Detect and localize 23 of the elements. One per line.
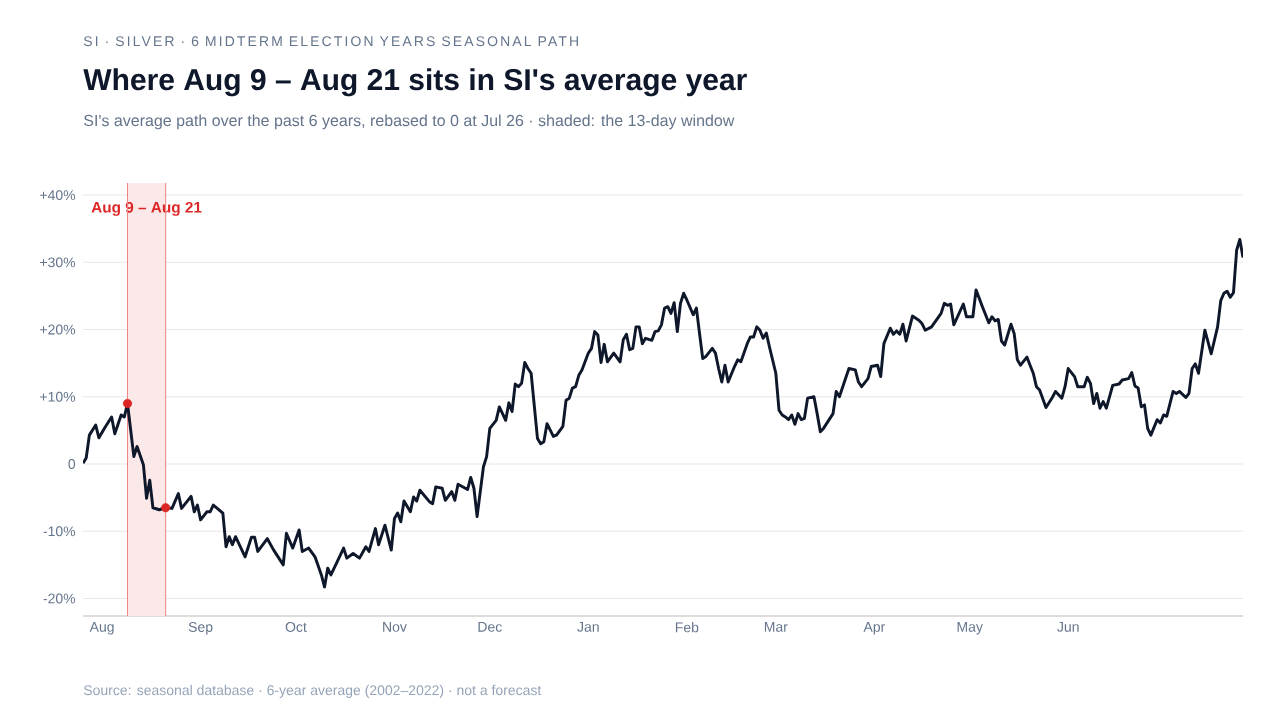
chart-subtitle: SI's average path over the past 6 years, rebased to 0 at Jul 26 · shaded: the 13-day window [84, 114, 735, 130]
x-tick-label: Jan [577, 622, 599, 632]
text: SI · SILVER · 6 MIDTERM ELECTION YEARS SEASONAL PATH [83, 36, 578, 47]
chart-title: Where Aug 9 – Aug 21 sits in SI's average year [83, 68, 747, 97]
y-tick-label: -10% [43, 526, 76, 537]
y-tick-label: +40% [40, 190, 76, 201]
x-tick-label: Nov [383, 622, 407, 632]
x-tick-label: May [957, 622, 983, 635]
y-tick-label: +10% [40, 391, 76, 402]
x-tick-label: Aug [89, 622, 114, 635]
x-tick-label: Jun [1057, 622, 1079, 632]
x-tick-label: Apr [863, 622, 886, 635]
x-tick-label: Mar [764, 622, 788, 632]
x-tick-label: Oct [285, 622, 307, 632]
y-tick-label: 0 [68, 459, 76, 469]
source-note: Source: seasonal database · 6-year average (2002–2022) · not a forecast [83, 684, 542, 698]
x-tick-label: Sep [188, 622, 213, 635]
x-tick-label: Feb [675, 622, 699, 633]
x-tick-label: Dec [478, 622, 502, 632]
y-tick-label: +20% [40, 324, 76, 335]
y-tick-label: -20% [43, 593, 76, 604]
y-tick-label: +30% [40, 257, 76, 268]
line-series [83, 237, 1244, 589]
